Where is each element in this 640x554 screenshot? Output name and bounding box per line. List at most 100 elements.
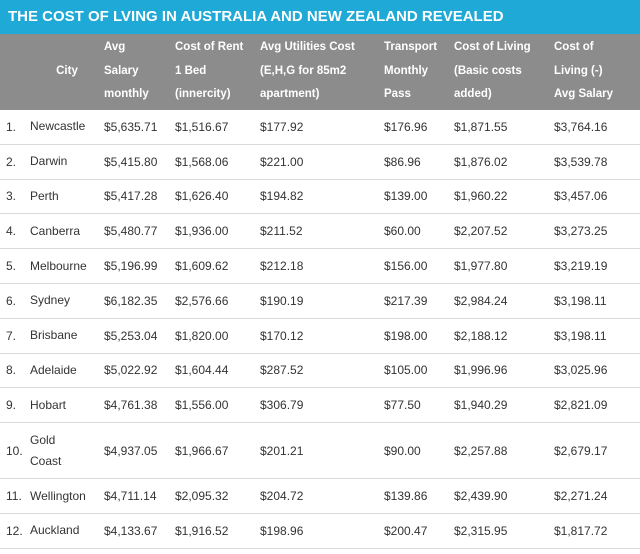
utilities-cell: $212.18 xyxy=(260,248,384,284)
city-cell: Perth xyxy=(30,179,104,215)
rank-cell: 3. xyxy=(0,179,30,215)
rank-cell: 1. xyxy=(0,109,30,145)
table-row: 10. Gold Coast $4,937.05 $1,966.67 $201.… xyxy=(0,422,640,480)
table-row: 9. Hobart $4,761.38 $1,556.00 $306.79 $7… xyxy=(0,387,640,424)
cost-of-living-cell: $1,960.22 xyxy=(454,179,554,215)
transport-cell: $139.86 xyxy=(384,478,454,514)
rank-cell: 2. xyxy=(0,144,30,180)
salary-cell: $5,480.77 xyxy=(104,213,175,250)
rank-cell: 11. xyxy=(0,478,30,514)
page-title: THE COST OF LVING IN AUSTRALIA AND NEW Z… xyxy=(0,0,640,34)
city-cell: Wellington xyxy=(30,478,104,514)
rent-cell: $2,095.32 xyxy=(175,478,260,514)
transport-cell: $198.00 xyxy=(384,318,454,354)
cost-of-living-cell: $1,871.55 xyxy=(454,109,554,145)
transport-cell: $90.00 xyxy=(384,422,454,480)
rent-cell: $1,609.62 xyxy=(175,248,260,284)
cost-of-living-cell: $2,188.12 xyxy=(454,318,554,354)
difference-cell: $3,273.25 xyxy=(554,213,640,250)
table-row: 2. Darwin $5,415.80 $1,568.06 $221.00 $8… xyxy=(0,144,640,180)
utilities-cell: $306.79 xyxy=(260,387,384,424)
utilities-cell: $287.52 xyxy=(260,353,384,389)
utilities-cell: $194.82 xyxy=(260,179,384,215)
city-cell: Adelaide xyxy=(30,353,104,389)
table-header-row: City Avg Salary monthly Cost of Rent 1 B… xyxy=(0,34,640,110)
city-cell: Darwin xyxy=(30,144,104,180)
cost-of-living-cell: $2,257.88 xyxy=(454,422,554,480)
utilities-cell: $198.96 xyxy=(260,513,384,549)
rent-cell: $1,604.44 xyxy=(175,353,260,389)
transport-cell: $105.00 xyxy=(384,353,454,389)
table-row: 1. Newcastle $5,635.71 $1,516.67 $177.92… xyxy=(0,109,640,145)
transport-cell: $217.39 xyxy=(384,283,454,319)
rank-cell: 6. xyxy=(0,283,30,319)
table-row: 5. Melbourne $5,196.99 $1,609.62 $212.18… xyxy=(0,248,640,284)
rent-cell: $1,936.00 xyxy=(175,213,260,250)
transport-cell: $200.47 xyxy=(384,513,454,549)
table-row: 12. Auckland $4,133.67 $1,916.52 $198.96… xyxy=(0,513,640,549)
rent-cell: $2,576.66 xyxy=(175,283,260,319)
rent-cell: $1,516.67 xyxy=(175,109,260,145)
difference-cell: $2,821.09 xyxy=(554,387,640,424)
utilities-cell: $221.00 xyxy=(260,144,384,180)
rent-cell: $1,820.00 xyxy=(175,318,260,354)
transport-cell: $86.96 xyxy=(384,144,454,180)
city-cell: Brisbane xyxy=(30,318,104,354)
utilities-cell: $204.72 xyxy=(260,478,384,514)
cost-of-living-cell: $2,439.90 xyxy=(454,478,554,514)
difference-cell: $3,198.11 xyxy=(554,283,640,319)
header-utilities: Avg Utilities Cost (E,H,G for 85m2 apart… xyxy=(260,34,384,110)
rent-cell: $1,568.06 xyxy=(175,144,260,180)
cost-of-living-cell: $2,984.24 xyxy=(454,283,554,319)
difference-cell: $1,817.72 xyxy=(554,513,640,549)
city-cell: Canberra xyxy=(30,213,104,250)
difference-cell: $3,025.96 xyxy=(554,353,640,389)
salary-cell: $5,022.92 xyxy=(104,353,175,389)
utilities-cell: $201.21 xyxy=(260,422,384,480)
rank-cell: 12. xyxy=(0,513,30,549)
transport-cell: $139.00 xyxy=(384,179,454,215)
table-row: 3. Perth $5,417.28 $1,626.40 $194.82 $13… xyxy=(0,179,640,215)
transport-cell: $60.00 xyxy=(384,213,454,250)
difference-cell: $3,457.06 xyxy=(554,179,640,215)
rank-cell: 10. xyxy=(0,422,30,480)
cost-of-living-cell: $2,207.52 xyxy=(454,213,554,250)
cost-of-living-cell: $1,876.02 xyxy=(454,144,554,180)
rank-cell: 7. xyxy=(0,318,30,354)
salary-cell: $6,182.35 xyxy=(104,283,175,319)
table-row: 6. Sydney $6,182.35 $2,576.66 $190.19 $2… xyxy=(0,283,640,319)
header-rank xyxy=(0,34,30,110)
header-cost-of-living: Cost of Living (Basic costs added) xyxy=(454,34,554,110)
utilities-cell: $211.52 xyxy=(260,213,384,250)
utilities-cell: $170.12 xyxy=(260,318,384,354)
rank-cell: 9. xyxy=(0,387,30,424)
header-rent: Cost of Rent 1 Bed (innercity) xyxy=(175,34,260,110)
rent-cell: $1,556.00 xyxy=(175,387,260,424)
table-row: 4. Canberra $5,480.77 $1,936.00 $211.52 … xyxy=(0,213,640,250)
utilities-cell: $190.19 xyxy=(260,283,384,319)
cost-of-living-cell: $1,940.29 xyxy=(454,387,554,424)
header-living-minus-salary: Cost of Living (-) Avg Salary xyxy=(554,34,640,110)
city-cell: Newcastle xyxy=(30,109,104,145)
table-row: 8. Adelaide $5,022.92 $1,604.44 $287.52 … xyxy=(0,353,640,389)
city-cell: Hobart xyxy=(30,387,104,424)
cost-of-living-table: City Avg Salary monthly Cost of Rent 1 B… xyxy=(0,34,640,549)
rent-cell: $1,966.67 xyxy=(175,422,260,480)
city-cell: Melbourne xyxy=(30,248,104,284)
rank-cell: 8. xyxy=(0,353,30,389)
cost-of-living-cell: $1,977.80 xyxy=(454,248,554,284)
rank-cell: 4. xyxy=(0,213,30,250)
transport-cell: $77.50 xyxy=(384,387,454,424)
difference-cell: $3,539.78 xyxy=(554,144,640,180)
header-transport: Transport Monthly Pass xyxy=(384,34,454,110)
city-cell: Sydney xyxy=(30,283,104,319)
cost-of-living-cell: $2,315.95 xyxy=(454,513,554,549)
difference-cell: $2,271.24 xyxy=(554,478,640,514)
transport-cell: $176.96 xyxy=(384,109,454,145)
difference-cell: $3,764.16 xyxy=(554,109,640,145)
table-row: 7. Brisbane $5,253.04 $1,820.00 $170.12 … xyxy=(0,318,640,354)
transport-cell: $156.00 xyxy=(384,248,454,284)
table-row: 11. Wellington $4,711.14 $2,095.32 $204.… xyxy=(0,478,640,514)
difference-cell: $2,679.17 xyxy=(554,422,640,480)
